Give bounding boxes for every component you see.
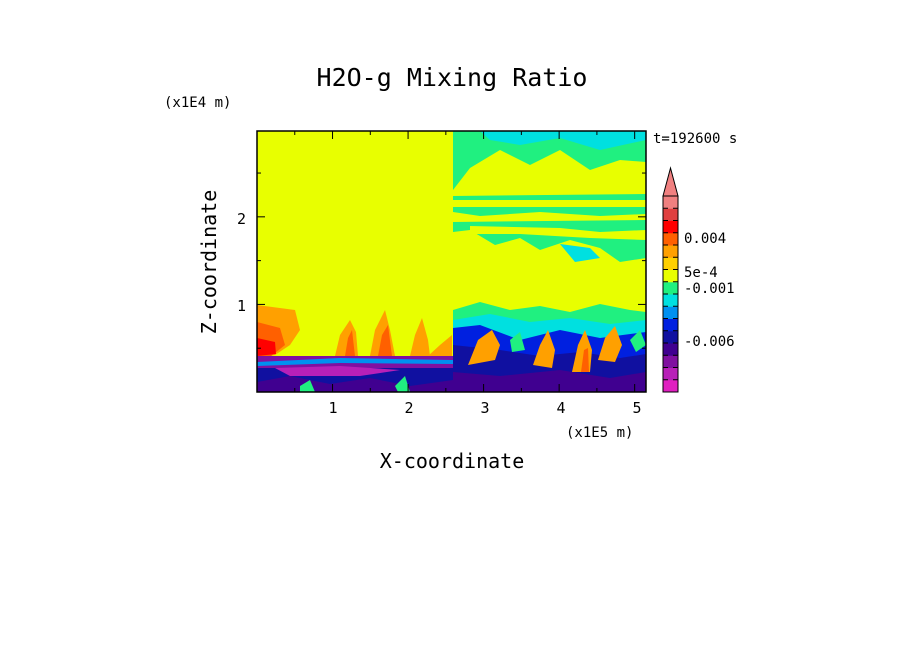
y-unit-label: (x1E4 m) — [164, 95, 231, 111]
x-tick-label: 5 — [632, 399, 641, 417]
plume-orange-4 — [428, 335, 452, 356]
right-plume-red — [581, 348, 589, 372]
right-plume-2 — [533, 330, 555, 368]
ground-green-left — [300, 376, 410, 392]
left-base — [257, 356, 453, 392]
x-axis-label: X-coordinate — [380, 449, 525, 473]
x-unit-label: (x1E5 m) — [566, 425, 633, 441]
right-plume-4 — [598, 326, 622, 362]
colorbar-segment — [663, 245, 678, 258]
y-axis-ticks — [257, 172, 646, 349]
x-tick-label: 2 — [404, 399, 413, 417]
band-cyan-top — [480, 131, 646, 150]
colorbar-segment — [663, 281, 678, 295]
upper-right-bands — [453, 131, 646, 262]
colorbar-segment — [663, 196, 678, 209]
band-cyan-low — [560, 244, 600, 262]
plot-frame — [256, 130, 647, 393]
x-tick-label: 1 — [328, 399, 337, 417]
colorbar-segment — [663, 330, 678, 344]
chart-title: H2O-g Mixing Ratio — [317, 63, 588, 92]
right-green-patches — [510, 330, 646, 352]
band-yellow-strip — [453, 200, 646, 207]
y-tick-label: 2 — [237, 210, 246, 228]
colorbar-label: 5e-4 — [684, 265, 718, 281]
cyan-line-left — [257, 358, 453, 366]
colorbar-segment — [663, 306, 678, 319]
colorbar-segment — [663, 220, 678, 234]
colorbar-segment — [663, 343, 678, 356]
colorbar-segment — [663, 232, 678, 246]
colorbar-segment — [663, 367, 678, 381]
colorbar-extend-arrow — [662, 166, 679, 197]
right-plume-1 — [468, 330, 500, 365]
x-axis-ticks — [294, 131, 636, 392]
y-axis-label: Z-coordinate — [197, 190, 221, 335]
colorbar-segment — [663, 257, 678, 270]
plume-red-2 — [378, 325, 392, 356]
colorbar-segment — [663, 318, 678, 332]
time-label: t=192600 s — [653, 131, 737, 147]
left-plumes — [257, 305, 452, 358]
colorbar-label: -0.006 — [684, 334, 735, 350]
colorbar-label: -0.001 — [684, 281, 735, 297]
x-tick-label: 3 — [480, 399, 489, 417]
band-yellow-low — [470, 226, 646, 240]
magenta-blob-left — [275, 366, 400, 376]
colorbar — [662, 166, 679, 393]
colorbar-label: 0.004 — [684, 231, 726, 247]
right-base — [453, 302, 646, 392]
x-tick-label: 4 — [556, 399, 565, 417]
plume-orange-3 — [410, 318, 430, 356]
purple-ground-right — [453, 370, 646, 392]
colorbar-segment — [663, 379, 678, 393]
colorbar-segment — [663, 208, 678, 221]
colorbar-segment — [663, 269, 678, 283]
y-tick-label: 1 — [237, 297, 246, 315]
plume-red-core — [257, 338, 276, 356]
contour-field — [257, 131, 646, 392]
colorbar-segment — [663, 294, 678, 307]
plume-red-1 — [345, 330, 355, 356]
colorbar-segment — [663, 355, 678, 368]
